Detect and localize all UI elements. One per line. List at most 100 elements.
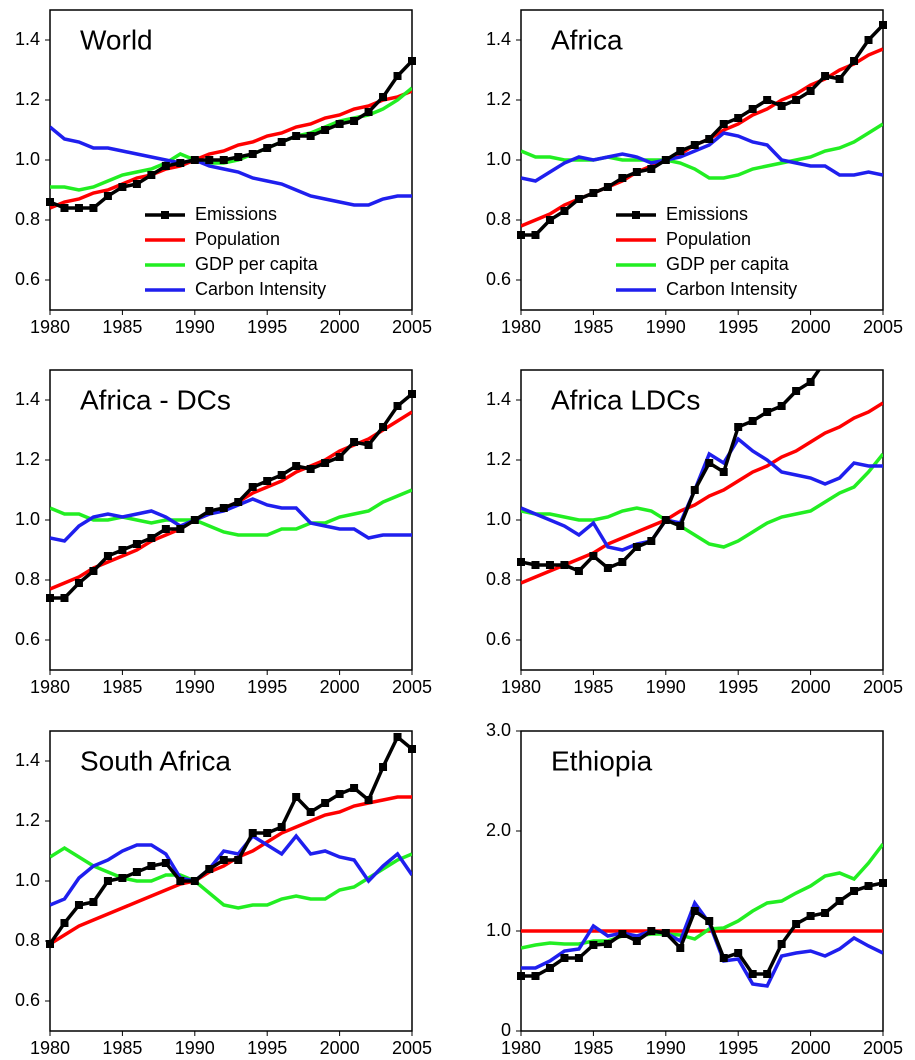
series-marker: [647, 165, 656, 173]
y-tick-label: 1.2: [15, 89, 40, 109]
x-tick-label: 1995: [247, 1038, 287, 1058]
series-marker: [589, 941, 598, 949]
series-marker: [306, 132, 315, 140]
panel: 0.6 0.8 1.0 1.2 1.4 1980 1985 1990 1995 2000 2005 W…: [15, 9, 432, 337]
x-tick-label: 1990: [646, 677, 686, 697]
series-marker: [879, 21, 887, 29]
series-marker: [806, 378, 815, 386]
series-marker: [277, 471, 286, 479]
series-marker: [531, 231, 540, 239]
x-tick-label: 1990: [175, 1038, 215, 1058]
legend-label: GDP per capita: [666, 254, 790, 274]
y-tick-label: 1.4: [15, 389, 40, 409]
series-marker: [864, 36, 873, 44]
series-line: [521, 899, 883, 988]
series-marker: [89, 898, 98, 906]
series-marker: [748, 970, 757, 978]
series-marker: [719, 468, 728, 476]
series-marker: [574, 195, 583, 203]
series-marker: [103, 192, 112, 200]
series-marker: [560, 954, 569, 962]
series-line: [50, 59, 412, 210]
series-marker: [103, 877, 112, 885]
series-marker: [618, 930, 627, 938]
series-marker: [132, 868, 141, 876]
series-marker: [806, 87, 815, 95]
series-marker: [763, 96, 772, 104]
x-tick-label: 1995: [718, 317, 758, 337]
x-tick-label: 1985: [573, 1038, 613, 1058]
legend-marker: [161, 211, 169, 219]
series-marker: [132, 180, 141, 188]
series-marker: [705, 459, 714, 467]
series-marker: [792, 96, 801, 104]
series-marker: [147, 862, 156, 870]
x-tick-label: 2005: [863, 1038, 903, 1058]
series-marker: [560, 207, 569, 215]
series-marker: [603, 564, 612, 572]
series-marker: [46, 594, 54, 602]
series-marker: [277, 138, 286, 146]
x-tick-label: 1985: [573, 677, 613, 697]
series-marker: [161, 525, 170, 533]
x-tick-label: 1985: [102, 317, 142, 337]
series-line: [50, 497, 412, 543]
series-marker: [364, 796, 373, 804]
series-marker: [161, 859, 170, 867]
x-tick-label: 2000: [320, 317, 360, 337]
series-marker: [850, 887, 859, 895]
series-line: [521, 122, 883, 180]
series-line: [50, 845, 412, 910]
series-marker: [618, 174, 627, 182]
series-marker: [292, 132, 301, 140]
series-marker: [661, 516, 670, 524]
series-marker: [531, 972, 540, 980]
series-marker: [234, 153, 243, 161]
series-marker: [517, 231, 525, 239]
series-marker: [176, 525, 185, 533]
series-marker: [190, 877, 199, 885]
y-tick-label: 1.4: [15, 750, 40, 770]
panel-title: Africa - DCs: [80, 384, 231, 415]
y-tick-label: 1.2: [486, 449, 511, 469]
y-tick-label: 1.2: [15, 449, 40, 469]
series-marker: [408, 57, 416, 65]
series-marker: [364, 108, 373, 116]
x-tick-label: 2005: [863, 317, 903, 337]
x-tick-label: 1980: [501, 677, 541, 697]
x-tick-label: 1985: [573, 317, 613, 337]
series-marker: [763, 408, 772, 416]
y-tick-label: 0.6: [15, 269, 40, 289]
series-marker: [705, 917, 714, 925]
series-marker: [205, 507, 214, 515]
series-marker: [118, 183, 127, 191]
x-tick-label: 1990: [175, 677, 215, 697]
series-marker: [46, 198, 54, 206]
series-marker: [393, 402, 402, 410]
x-tick-label: 1995: [718, 1038, 758, 1058]
series-marker: [835, 75, 844, 83]
series-marker: [632, 543, 641, 551]
series-marker: [821, 909, 830, 917]
series-marker: [734, 949, 743, 957]
x-tick-label: 1995: [718, 677, 758, 697]
series-marker: [734, 114, 743, 122]
x-tick-label: 1980: [30, 317, 70, 337]
series-marker: [792, 387, 801, 395]
series-marker: [364, 441, 373, 449]
series-marker: [618, 558, 627, 566]
series-marker: [74, 579, 83, 587]
y-tick-label: 0: [501, 1020, 511, 1040]
y-tick-label: 0.8: [15, 569, 40, 589]
y-tick-label: 1.0: [486, 509, 511, 529]
series-marker: [89, 567, 98, 575]
series-marker: [118, 874, 127, 882]
panel: 0 1.0 2.0 3.0 1980 1985 1990 1995 2000 2005 Ethiop…: [486, 720, 903, 1058]
series-marker: [792, 920, 801, 928]
series-marker: [821, 72, 830, 80]
y-tick-label: 2.0: [486, 820, 511, 840]
legend-label: Population: [666, 229, 751, 249]
series-marker: [676, 147, 685, 155]
legend-label: Carbon Intensity: [195, 279, 326, 299]
